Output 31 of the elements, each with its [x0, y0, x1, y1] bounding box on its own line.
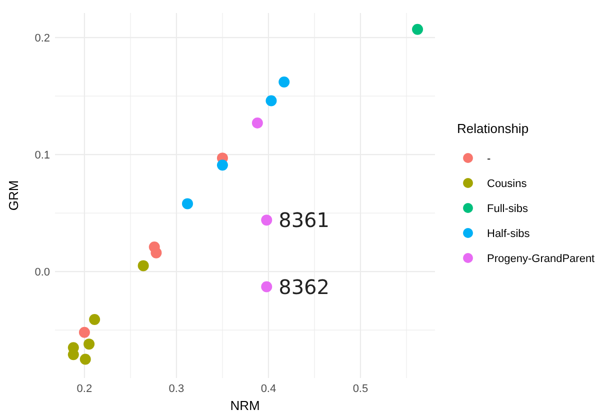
point — [252, 117, 263, 128]
point — [89, 314, 100, 325]
legend-label: Half-sibs — [487, 228, 530, 240]
x-tick-label: 0.2 — [76, 383, 92, 395]
point — [182, 198, 193, 210]
y-tick-label: 0.0 — [34, 266, 50, 279]
x-tick-label: 0.4 — [260, 383, 276, 395]
legend-title: Relationship — [457, 121, 529, 136]
point — [80, 354, 91, 365]
point — [216, 160, 228, 171]
x-axis-title: NRM — [230, 398, 260, 412]
legend-label: - — [487, 153, 491, 165]
y-tick-label: 0.2 — [34, 32, 50, 45]
x-tick-label: 0.5 — [352, 383, 368, 395]
legend-label: Progeny-GrandParent — [487, 253, 595, 265]
point — [261, 281, 272, 292]
annotation: 8362 — [278, 274, 330, 299]
point — [78, 326, 90, 338]
x-tick-label: 0.3 — [168, 383, 184, 395]
y-tick-label: 0.1 — [34, 150, 50, 162]
legend-label: Cousins — [487, 178, 528, 190]
point — [278, 76, 290, 88]
point — [412, 24, 424, 35]
point — [150, 247, 162, 258]
annotation: 8361 — [278, 208, 330, 232]
point — [261, 214, 272, 226]
y-axis-title: GRM — [6, 180, 21, 211]
legend-label: Full-sibs — [487, 203, 528, 215]
point — [266, 95, 277, 106]
point — [84, 338, 95, 350]
point — [138, 260, 149, 272]
